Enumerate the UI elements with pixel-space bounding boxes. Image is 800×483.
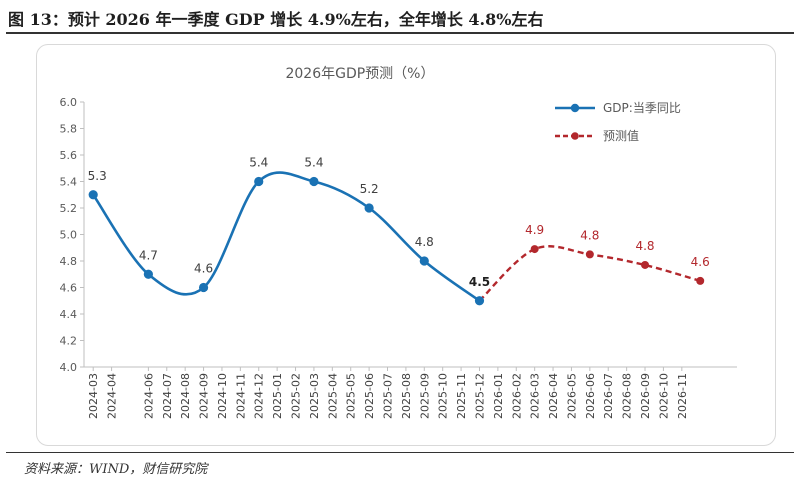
actual-point [198,282,209,293]
actual-data-label: 5.4 [249,156,268,170]
actual-point [254,176,264,187]
x-tick-label: 2024-07 [161,373,174,419]
forecast-data-label: 4.8 [580,228,599,242]
x-tick-label: 2025-10 [437,373,450,419]
y-tick-label: 5.8 [60,123,78,136]
actual-point [474,296,485,306]
x-tick-label: 2025-05 [345,373,358,419]
forecast-data-label: 4.9 [525,223,544,237]
x-tick-label: 2025-06 [363,373,376,419]
forecast-data-label: 4.8 [635,239,654,253]
x-tick-label: 2024-06 [142,373,155,419]
x-tick-label: 2025-07 [382,373,395,419]
top-rule [6,32,794,34]
legend-marker-forecast [571,132,579,140]
y-tick-label: 4.2 [60,335,78,348]
chart-title: 2026年GDP预测（%） [285,66,434,82]
y-tick-label: 6.0 [60,96,78,109]
figure-title: 图 13：预计 2026 年一季度 GDP 增长 4.9%左右，全年增长 4.8… [8,10,544,29]
y-tick-label: 4.0 [60,361,78,374]
x-tick-label: 2026-08 [621,373,634,419]
x-tick-label: 2026-07 [602,373,615,419]
x-tick-label: 2025-01 [271,373,284,419]
y-tick-label: 5.6 [60,149,78,162]
actual-data-label: 4.6 [194,262,213,276]
x-tick-label: 2026-03 [529,373,542,419]
actual-data-label: 4.8 [415,235,434,249]
y-tick-label: 4.8 [60,255,78,268]
x-tick-label: 2024-08 [179,373,192,419]
x-tick-label: 2024-04 [106,373,119,419]
x-tick-label: 2024-12 [253,373,266,419]
x-tick-label: 2025-04 [326,373,339,419]
x-tick-label: 2025-12 [473,373,486,419]
x-tick-label: 2025-09 [418,373,431,419]
actual-point [88,190,98,200]
x-tick-label: 2024-09 [198,373,211,419]
y-tick-label: 5.0 [60,229,78,242]
x-tick-label: 2025-03 [308,373,321,419]
source-note: 资料来源：WIND，财信研究院 [24,462,208,477]
legend-label-forecast: 预测值 [603,128,639,143]
actual-data-label: 5.4 [304,156,323,170]
x-tick-label: 2024-10 [216,373,229,419]
y-tick-label: 5.4 [60,176,78,189]
forecast-data-label: 4.6 [691,255,710,269]
legend-marker-actual [570,103,580,113]
bottom-rule [6,452,794,453]
x-tick-label: 2026-09 [639,373,652,419]
x-tick-label: 2026-04 [547,373,560,419]
y-tick-label: 5.2 [60,202,78,215]
actual-data-label: 4.5 [469,275,490,289]
x-tick-label: 2026-05 [565,373,578,419]
forecast-point [641,260,650,269]
actual-data-label: 5.2 [360,182,379,196]
forecast-point [696,276,705,285]
actual-data-label: 4.7 [139,248,158,262]
actual-point [364,203,374,213]
y-tick-label: 4.6 [60,282,78,295]
x-tick-label: 2026-06 [584,373,597,419]
x-tick-label: 2024-03 [87,373,100,419]
x-tick-label: 2024-11 [234,373,247,419]
actual-point [143,269,153,279]
forecast-point [585,250,594,259]
legend-label-actual: GDP:当季同比 [603,101,681,115]
x-tick-label: 2026-01 [492,373,505,419]
x-tick-label: 2026-10 [657,373,670,419]
x-tick-label: 2025-11 [455,373,468,419]
y-tick-label: 4.4 [60,308,78,321]
actual-point [309,176,319,187]
x-tick-label: 2026-02 [510,373,523,419]
forecast-point [530,245,539,254]
x-tick-label: 2025-08 [400,373,413,419]
x-tick-label: 2026-11 [676,373,689,419]
actual-data-label: 5.3 [88,169,107,183]
actual-point [419,256,429,266]
x-tick-label: 2025-02 [290,373,303,419]
